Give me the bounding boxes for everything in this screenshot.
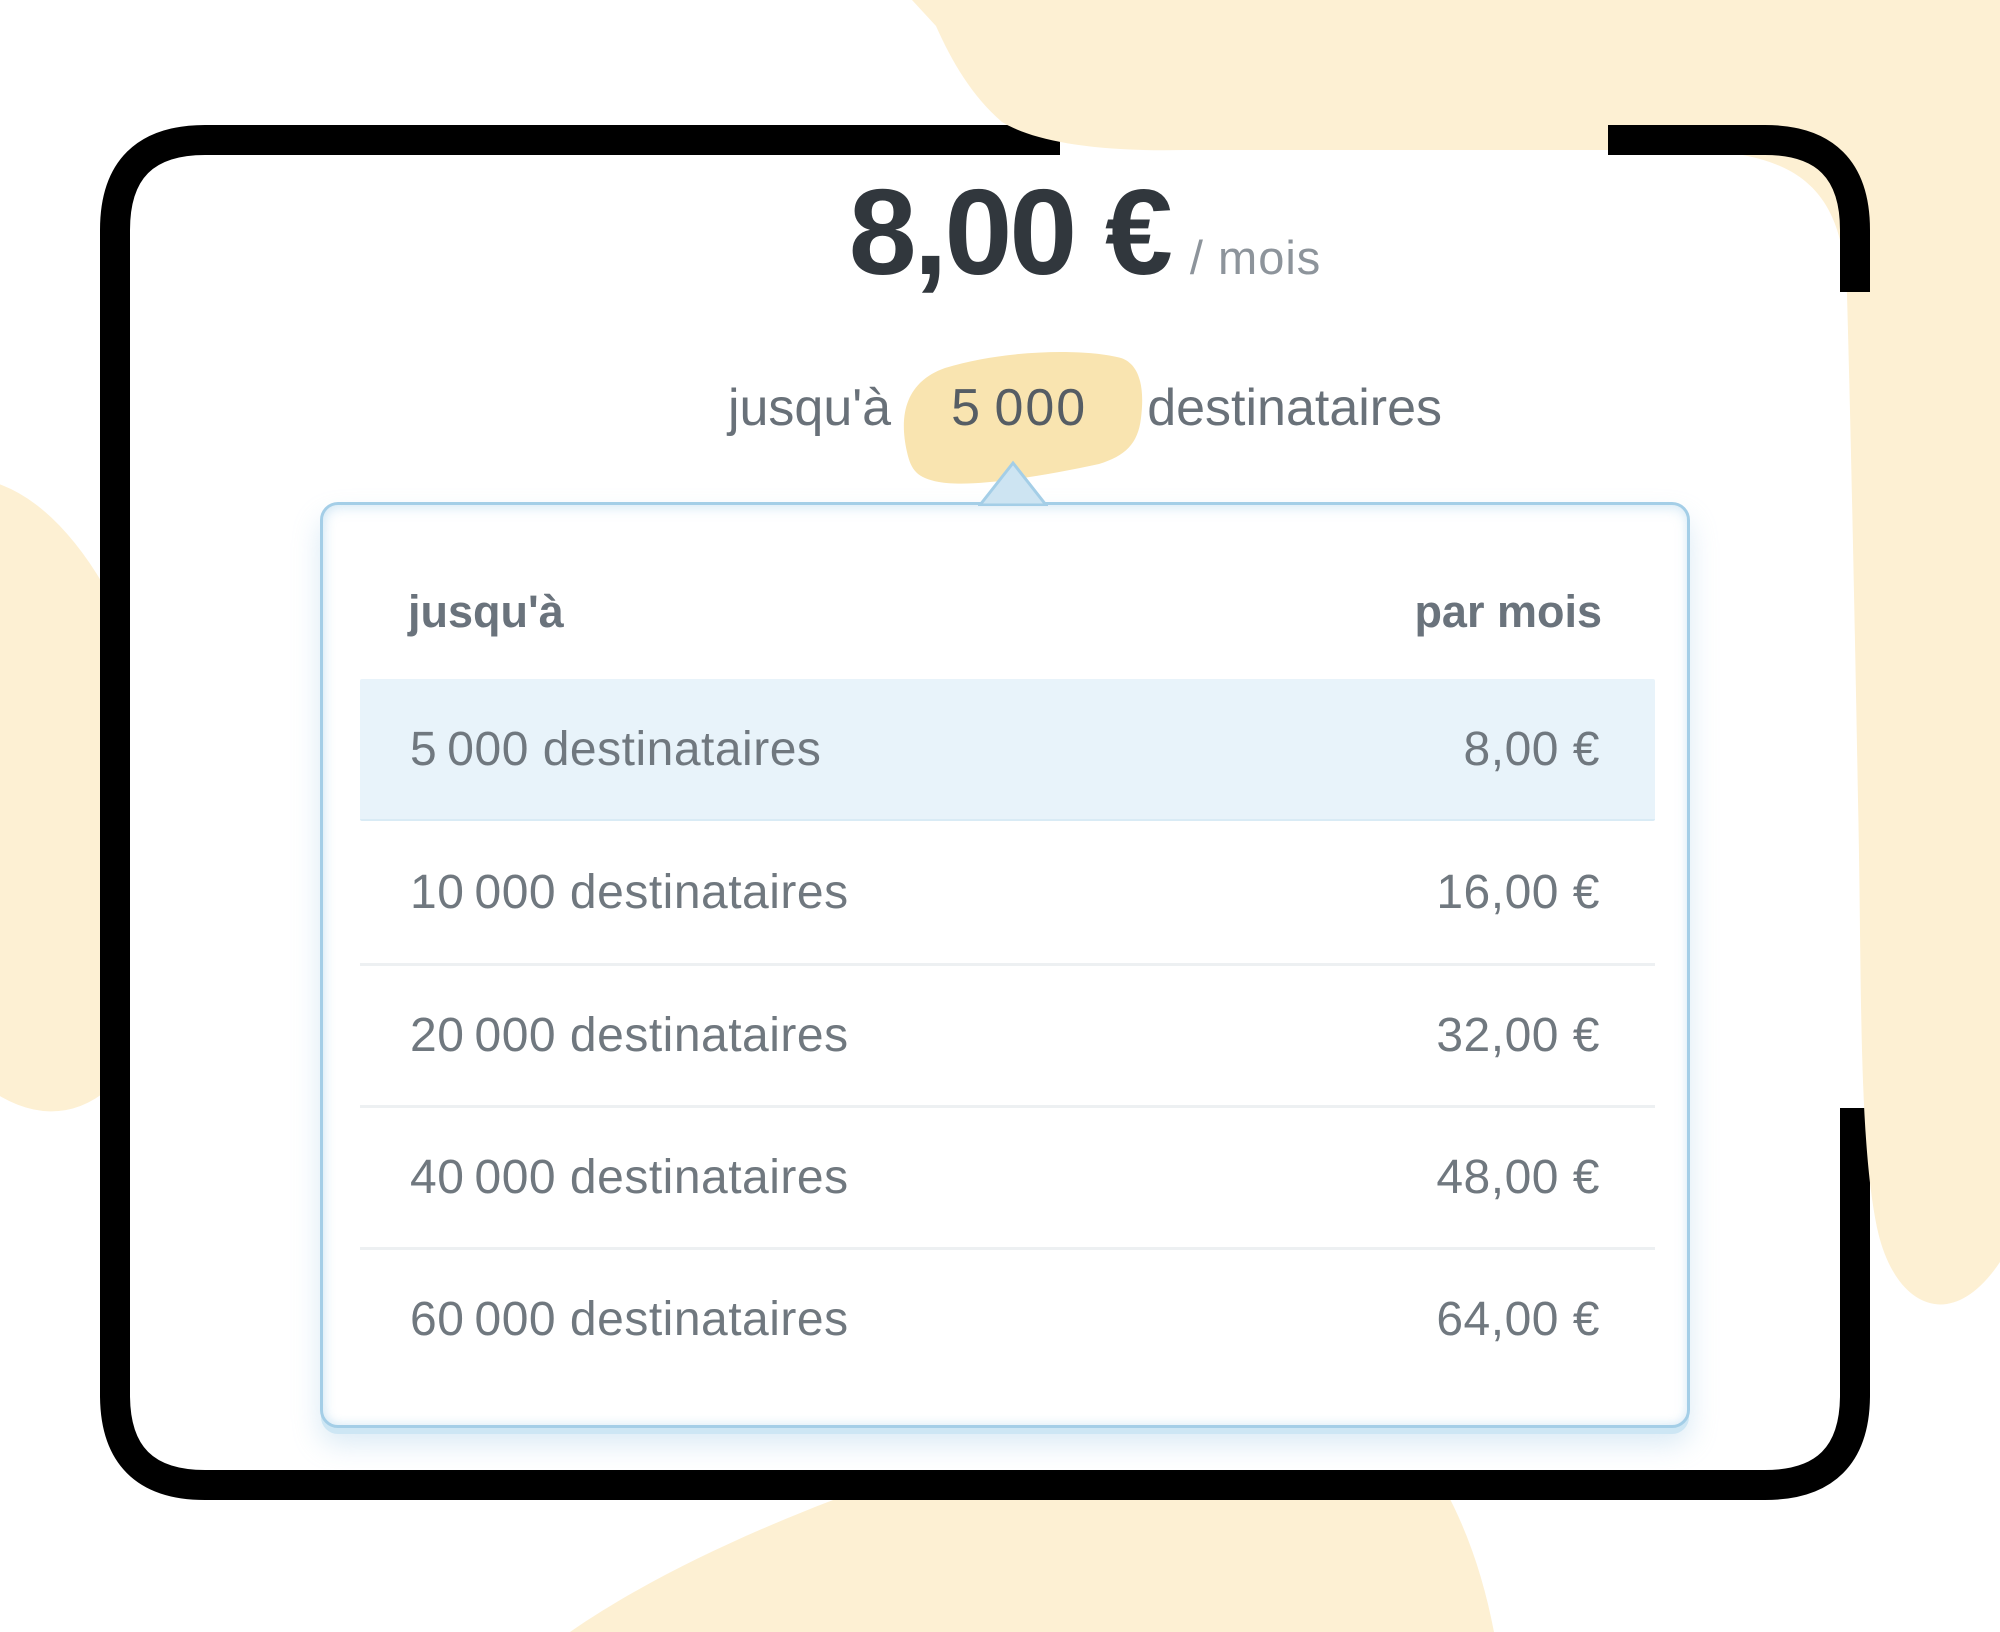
pricing-tier-row[interactable]: 60 000 destinataires 64,00 € [360,1247,1655,1389]
tier-label: 10 000 destinataires [410,865,849,919]
recipients-subtitle: jusqu'à 5 000 destinataires [320,352,1850,484]
tier-label: 20 000 destinataires [410,1009,849,1062]
popover-header: jusqu'à par mois [323,505,1687,639]
recipient-count-value: 5 000 [951,379,1088,437]
column-header-permonth: par mois [1414,586,1602,637]
pricing-rows: 5 000 destinataires 8,00 € 10 000 destin… [360,679,1655,1389]
tier-price: 8,00 € [1463,722,1600,776]
tier-label: 5 000 destinataires [410,722,822,776]
recipient-count-selector[interactable]: 5 000 [903,352,1143,484]
price-amount: 8,00 € [848,164,1173,300]
tier-price: 32,00 € [1436,1009,1600,1062]
tier-price: 16,00 € [1436,865,1600,919]
tier-label: 40 000 destinataires [410,1151,849,1204]
column-header-upto: jusqu'à [408,586,564,637]
price-period: / mois [1189,231,1322,284]
tier-price: 48,00 € [1436,1151,1600,1204]
pricing-tier-row[interactable]: 10 000 destinataires 16,00 € [360,821,1655,963]
subtitle-prefix: jusqu'à [727,379,892,437]
tier-label: 60 000 destinataires [410,1293,849,1346]
price-heading-line: 8,00 € / mois [320,168,1850,296]
pricing-tier-row[interactable]: 20 000 destinataires 32,00 € [360,963,1655,1105]
tier-price: 64,00 € [1436,1293,1600,1346]
popover-arrow [978,460,1048,506]
subtitle-suffix: destinataires [1147,379,1443,437]
pricing-popover: jusqu'à par mois 5 000 destinataires 8,0… [320,502,1690,1428]
pricing-tier-row[interactable]: 40 000 destinataires 48,00 € [360,1105,1655,1247]
pricing-tier-row[interactable]: 5 000 destinataires 8,00 € [360,679,1655,821]
